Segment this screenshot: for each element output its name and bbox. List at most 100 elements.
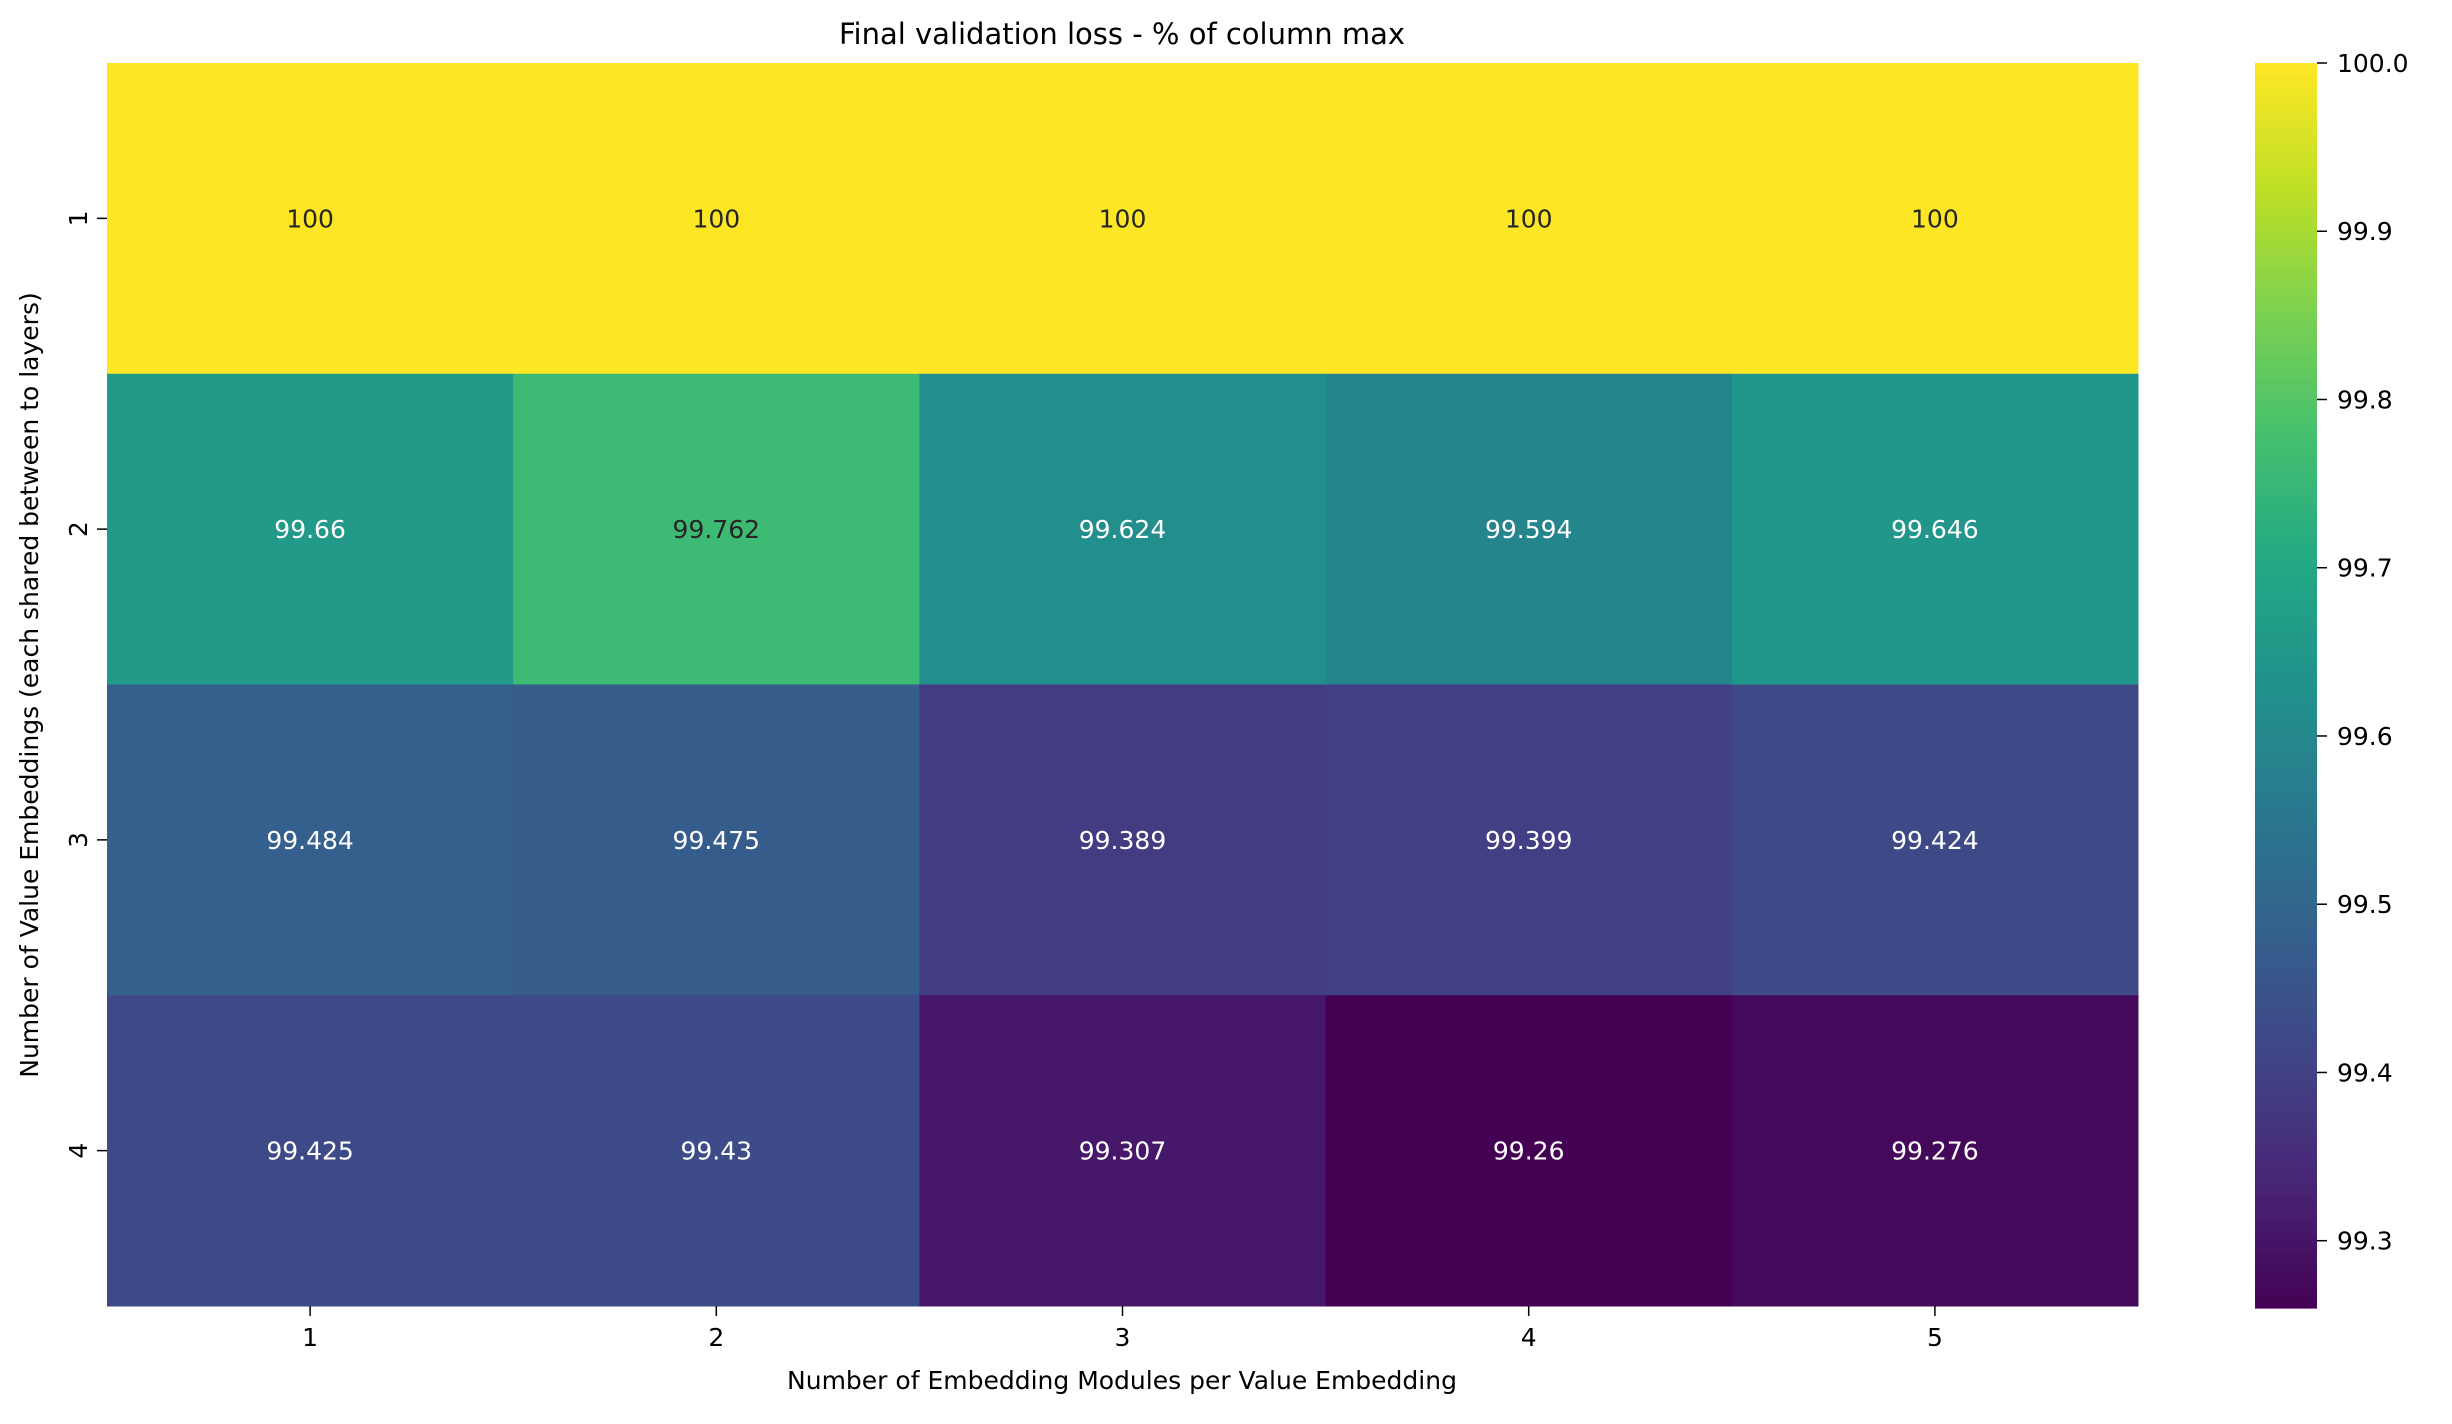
colorbar-segment bbox=[2255, 442, 2317, 450]
colorbar-segment bbox=[2255, 1251, 2317, 1259]
colorbar-tick-label: 100.0 bbox=[2337, 49, 2409, 78]
colorbar-segment bbox=[2255, 1139, 2317, 1147]
colorbar-segment bbox=[2255, 573, 2317, 581]
x-axis-ticks: 1 2 3 4 5 bbox=[302, 1306, 1943, 1352]
colorbar-segment bbox=[2255, 679, 2317, 687]
colorbar-segment bbox=[2255, 1127, 2317, 1135]
colorbar-segment bbox=[2255, 1152, 2317, 1160]
colorbar-segment bbox=[2255, 660, 2317, 668]
colorbar-segment bbox=[2255, 996, 2317, 1004]
colorbar-segment bbox=[2255, 1283, 2317, 1290]
colorbar-segment bbox=[2255, 1083, 2317, 1091]
heatmap-cells: 100 100 100 100 100 99.66 99.762 99.624 99.594 99… bbox=[107, 63, 2139, 1307]
colorbar-segment bbox=[2255, 1027, 2317, 1035]
heatmap-cell bbox=[1325, 63, 1733, 375]
y-tick-label: 1 bbox=[64, 210, 93, 226]
x-tick-label: 5 bbox=[1927, 1323, 1943, 1352]
colorbar-tick-label: 99.7 bbox=[2337, 554, 2393, 583]
x-axis-label: Number of Embedding Modules per Value Em… bbox=[787, 1366, 1457, 1395]
colorbar-segment bbox=[2255, 455, 2317, 462]
colorbar-segment bbox=[2255, 206, 2317, 213]
colorbar-segment bbox=[2255, 542, 2317, 550]
colorbar-segment bbox=[2255, 722, 2317, 730]
colorbar-segment bbox=[2255, 330, 2317, 338]
colorbar-segment bbox=[2255, 1270, 2317, 1278]
colorbar-segment bbox=[2255, 797, 2317, 805]
colorbar-segment bbox=[2255, 336, 2317, 344]
colorbar-segment bbox=[2255, 1214, 2317, 1222]
y-axis-ticks: 1 2 3 4 bbox=[64, 210, 107, 1159]
cell-annotation: 100 bbox=[692, 204, 740, 233]
cell-annotation: 99.624 bbox=[1079, 515, 1166, 544]
colorbar-segment bbox=[2255, 585, 2317, 593]
colorbar-segment bbox=[2255, 461, 2317, 469]
colorbar-segment bbox=[2255, 1059, 2317, 1066]
colorbar-segment bbox=[2255, 100, 2317, 108]
colorbar-segment bbox=[2255, 1052, 2317, 1060]
colorbar-segment bbox=[2255, 75, 2317, 83]
colorbar-segment bbox=[2255, 922, 2317, 929]
colorbar-segment bbox=[2255, 424, 2317, 431]
colorbar-segment bbox=[2255, 753, 2317, 761]
colorbar-segment bbox=[2255, 417, 2317, 425]
colorbar-segment bbox=[2255, 517, 2317, 525]
colorbar-segment bbox=[2255, 1276, 2317, 1284]
colorbar-segment bbox=[2255, 965, 2317, 973]
colorbar-tick-label: 99.8 bbox=[2337, 385, 2393, 414]
colorbar-segment bbox=[2255, 984, 2317, 992]
colorbar-tick-label: 99.3 bbox=[2337, 1227, 2393, 1256]
colorbar-segment bbox=[2255, 1077, 2317, 1085]
colorbar-segment bbox=[2255, 293, 2317, 301]
colorbar-tick-label: 99.9 bbox=[2337, 217, 2393, 246]
colorbar-segment bbox=[2255, 897, 2317, 904]
colorbar-segment bbox=[2255, 760, 2317, 768]
heatmap-cell bbox=[513, 63, 920, 375]
heatmap-cell bbox=[1731, 63, 2139, 375]
colorbar-segment bbox=[2255, 349, 2317, 357]
colorbar-segment bbox=[2255, 94, 2317, 101]
colorbar-segment bbox=[2255, 119, 2317, 126]
colorbar-segment bbox=[2255, 1171, 2317, 1178]
colorbar-segment bbox=[2255, 959, 2317, 967]
colorbar-segment bbox=[2255, 1158, 2317, 1166]
colorbar-segment bbox=[2255, 741, 2317, 749]
colorbar-segment bbox=[2255, 766, 2317, 774]
cell-annotation: 99.484 bbox=[266, 826, 353, 855]
colorbar-segment bbox=[2255, 772, 2317, 780]
heatmap-cell bbox=[1731, 373, 2139, 685]
colorbar-segment bbox=[2255, 990, 2317, 998]
colorbar-segment bbox=[2255, 112, 2317, 120]
cell-annotation: 99.475 bbox=[673, 826, 760, 855]
colorbar-segment bbox=[2255, 1245, 2317, 1253]
colorbar-segment bbox=[2255, 1046, 2317, 1054]
colorbar-segment bbox=[2255, 934, 2317, 942]
colorbar-segment bbox=[2255, 448, 2317, 456]
colorbar-segment bbox=[2255, 1021, 2317, 1029]
colorbar-segment bbox=[2255, 884, 2317, 892]
colorbar-segment bbox=[2255, 1040, 2317, 1048]
colorbar-segment bbox=[2255, 374, 2317, 382]
colorbar-segment bbox=[2255, 866, 2317, 873]
colorbar-segment bbox=[2255, 841, 2317, 848]
colorbar-segment bbox=[2255, 716, 2317, 724]
colorbar-segment bbox=[2255, 648, 2317, 655]
colorbar-segment bbox=[2255, 1233, 2317, 1241]
colorbar-segment bbox=[2255, 87, 2317, 95]
heatmap-cell bbox=[107, 373, 514, 685]
colorbar-segment bbox=[2255, 610, 2317, 618]
colorbar-segment bbox=[2255, 778, 2317, 786]
colorbar-segment bbox=[2255, 810, 2317, 817]
colorbar-segment bbox=[2255, 305, 2317, 313]
colorbar-segment bbox=[2255, 386, 2317, 394]
colorbar-segment bbox=[2255, 579, 2317, 587]
colorbar-segment bbox=[2255, 1195, 2317, 1203]
colorbar-segment bbox=[2255, 1009, 2317, 1017]
cell-annotation: 100 bbox=[286, 204, 334, 233]
colorbar-tick-label: 99.5 bbox=[2337, 890, 2393, 919]
colorbar-segment bbox=[2255, 697, 2317, 705]
colorbar-segment bbox=[2255, 909, 2317, 917]
x-tick-label: 3 bbox=[1115, 1323, 1131, 1352]
colorbar-segment bbox=[2255, 262, 2317, 270]
colorbar-segment bbox=[2255, 181, 2317, 189]
